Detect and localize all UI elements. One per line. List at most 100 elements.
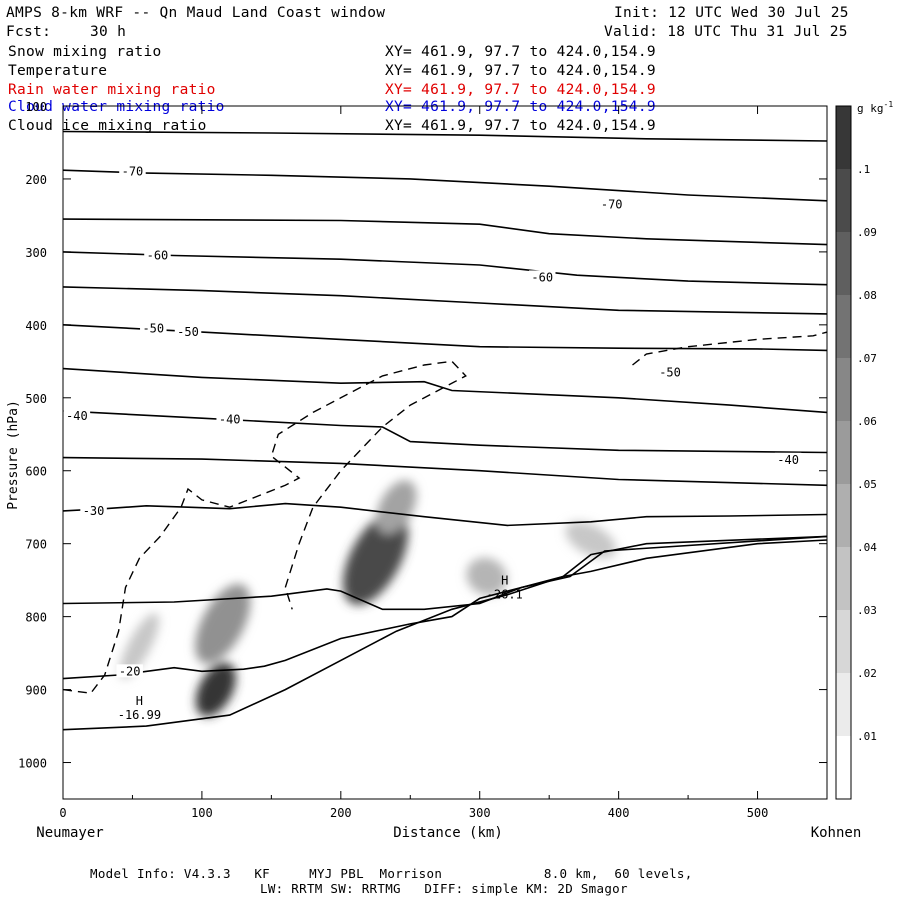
contour-label: -40 xyxy=(219,413,241,427)
x-tick-label: 100 xyxy=(191,806,213,820)
y-tick-label: 200 xyxy=(25,173,47,187)
contour-label-bg xyxy=(174,325,202,339)
colorbar-swatch xyxy=(836,547,851,610)
field-xy-temperature: XY= 461.9, 97.7 to 424.0,154.9 xyxy=(385,63,656,79)
x-tick-label: 200 xyxy=(330,806,352,820)
contour-labels: -70 -70 -60 -60 -50 -50 -50 -40 -40 -40 -30 -20 H-16… xyxy=(63,164,802,722)
x-tick-label: 500 xyxy=(747,806,769,820)
temperature-contour xyxy=(63,367,827,414)
colorbar-label: .05 xyxy=(857,478,877,491)
cloud-ice-blob xyxy=(195,662,236,717)
x-end-label: Kohnen xyxy=(811,825,862,841)
colorbar-label: .1 xyxy=(857,163,870,176)
y-tick-label: 900 xyxy=(25,684,47,698)
temperature-contour xyxy=(63,410,827,454)
x-tick-label: 0 xyxy=(59,806,66,820)
snow-contours xyxy=(63,331,827,694)
contour-label: -50 xyxy=(142,321,164,335)
contour-label-bg xyxy=(598,197,625,211)
cloud-ice-blob xyxy=(376,480,417,535)
init-time: Init: 12 UTC Wed 30 Jul 25 xyxy=(614,5,849,21)
model-info: Model Info: V4.3.3 KF MYJ PBL Morrison 8… xyxy=(90,866,693,881)
y-tick-label: 500 xyxy=(25,392,47,406)
colorbar-swatch xyxy=(836,736,851,799)
cloud-ice-shading xyxy=(119,480,617,717)
y-tick-label: 300 xyxy=(25,246,47,260)
extremum-value: -26.1 xyxy=(487,588,523,602)
extremum-marker: H xyxy=(136,694,143,708)
y-tick-label: 1000 xyxy=(18,757,47,771)
contour-label-bg xyxy=(140,321,167,335)
colorbar-swatch xyxy=(836,169,851,232)
cloud-ice-blob xyxy=(565,521,617,559)
field-name-rain: Rain water mixing ratio xyxy=(8,82,216,98)
temperature-contour xyxy=(63,251,827,286)
colorbar-swatch xyxy=(836,295,851,358)
x-tick-label: 400 xyxy=(608,806,630,820)
contour-label-bg xyxy=(119,164,146,178)
x-start-label: Neumayer xyxy=(36,825,103,841)
field-xy-rain: XY= 461.9, 97.7 to 424.0,154.9 xyxy=(385,82,656,98)
colorbar-label: .02 xyxy=(857,667,877,680)
cloud-ice-blob xyxy=(195,584,251,664)
colorbar-unit: g kg-1 xyxy=(857,100,893,115)
temperature-contour xyxy=(63,539,827,611)
axes: 0 100 200 300 400 500 100 200 300 400 500 600 700 800… xyxy=(18,100,827,820)
field-name-cloud-ice: Cloud ice mixing ratio xyxy=(8,118,207,134)
colorbar: .01 .02 .03 .04 .05 .06 .07 .08 .09 .1 xyxy=(835,105,877,800)
plot-frame xyxy=(62,105,828,800)
contour-label-bg xyxy=(774,452,802,466)
colorbar-frame xyxy=(835,105,852,800)
colorbar-label: .03 xyxy=(857,604,877,617)
forecast-hours: 30 h xyxy=(90,24,127,40)
colorbar-label: .04 xyxy=(857,541,877,554)
y-tick-label: 800 xyxy=(25,611,47,625)
colorbar-label: .08 xyxy=(857,289,877,302)
colorbar-swatch xyxy=(836,358,851,421)
colorbar-swatch xyxy=(836,421,851,484)
cloud-ice-blob xyxy=(466,557,507,596)
field-xy-snow: XY= 461.9, 97.7 to 424.0,154.9 xyxy=(385,44,656,60)
plot-title: AMPS 8-km WRF -- Qn Maud Land Coast wind… xyxy=(6,5,386,21)
extremum-value: -16.99 xyxy=(118,708,161,722)
contour-label: -60 xyxy=(147,249,169,263)
field-name-snow: Snow mixing ratio xyxy=(8,44,162,60)
y-tick-label: 100 xyxy=(25,100,47,114)
y-tick-label: 700 xyxy=(25,538,47,552)
temperature-contour xyxy=(63,456,827,487)
colorbar-swatch xyxy=(836,610,851,673)
contour-label-bg xyxy=(528,270,556,284)
colorbar-label: .01 xyxy=(857,730,877,743)
contour-label-bg xyxy=(656,365,684,379)
contour-label: -70 xyxy=(601,197,623,211)
contour-label: -70 xyxy=(122,165,144,179)
contour-label-bg xyxy=(216,412,243,426)
contour-label: -50 xyxy=(659,365,681,379)
contour-label: -60 xyxy=(531,270,553,284)
cloud-ice-blob xyxy=(119,613,160,679)
field-name-temperature: Temperature xyxy=(8,63,108,79)
contour-label: -20 xyxy=(119,664,141,678)
temperature-contour xyxy=(63,130,827,142)
temperature-contour xyxy=(63,286,827,315)
contour-label: -40 xyxy=(777,453,799,467)
colorbar-swatch xyxy=(836,232,851,295)
contour-label: -30 xyxy=(83,504,105,518)
colorbar-swatch xyxy=(836,106,851,169)
x-tick-label: 300 xyxy=(469,806,491,820)
physics-info: LW: RRTM SW: RRTMG DIFF: simple KM: 2D S… xyxy=(260,881,628,896)
contour-label-bg xyxy=(144,248,171,262)
x-axis-title: Distance (km) xyxy=(393,825,503,841)
contour-label: -50 xyxy=(177,325,199,339)
colorbar-swatch xyxy=(836,673,851,736)
field-name-cloud-water: Cloud water mixing ratio xyxy=(8,99,225,115)
y-tick-label: 600 xyxy=(25,465,47,479)
colorbar-swatch xyxy=(836,484,851,547)
temperature-contour xyxy=(63,218,827,246)
contour-label-bg xyxy=(80,503,107,517)
temperature-contour xyxy=(63,169,827,202)
field-xy-cloud-ice: XY= 461.9, 97.7 to 424.0,154.9 xyxy=(385,118,656,134)
contour-label: -40 xyxy=(66,409,88,423)
colorbar-label: .07 xyxy=(857,352,877,365)
